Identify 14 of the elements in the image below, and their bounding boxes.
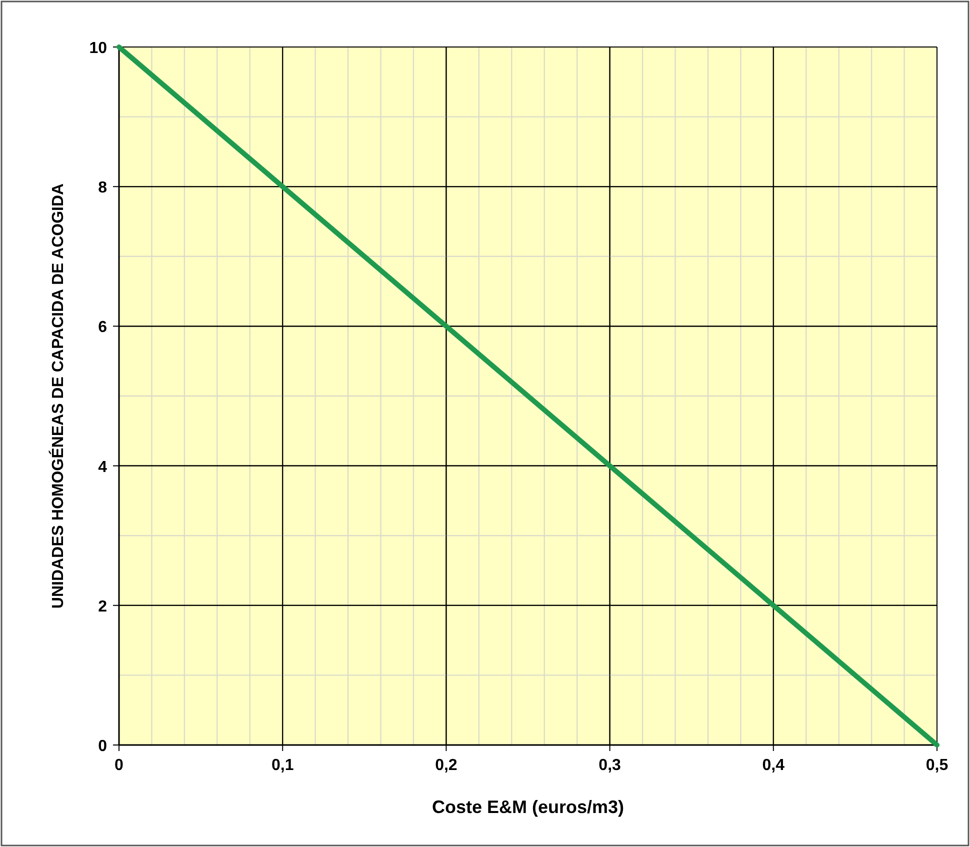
x-tick-label: 0,4 [762,757,785,774]
x-axis-title: Coste E&M (euros/m3) [432,797,624,817]
y-axis-title: UNIDADES HOMOGÉNEAS DE CAPACIDA DE ACOGIDA [48,182,67,609]
x-tick-label: 0,2 [435,757,458,774]
y-tick-label: 0 [98,738,108,755]
y-tick-label: 8 [98,180,108,197]
x-tick-label: 0 [114,757,124,774]
x-tick-label: 0,1 [271,757,294,774]
x-tick-label: 0,3 [598,757,622,774]
y-tick-label: 2 [98,598,108,616]
y-tick-label: 10 [89,40,108,57]
y-tick-label: 6 [98,319,108,336]
y-tick-label: 4 [98,458,108,476]
x-tick-label: 0,5 [926,757,948,774]
